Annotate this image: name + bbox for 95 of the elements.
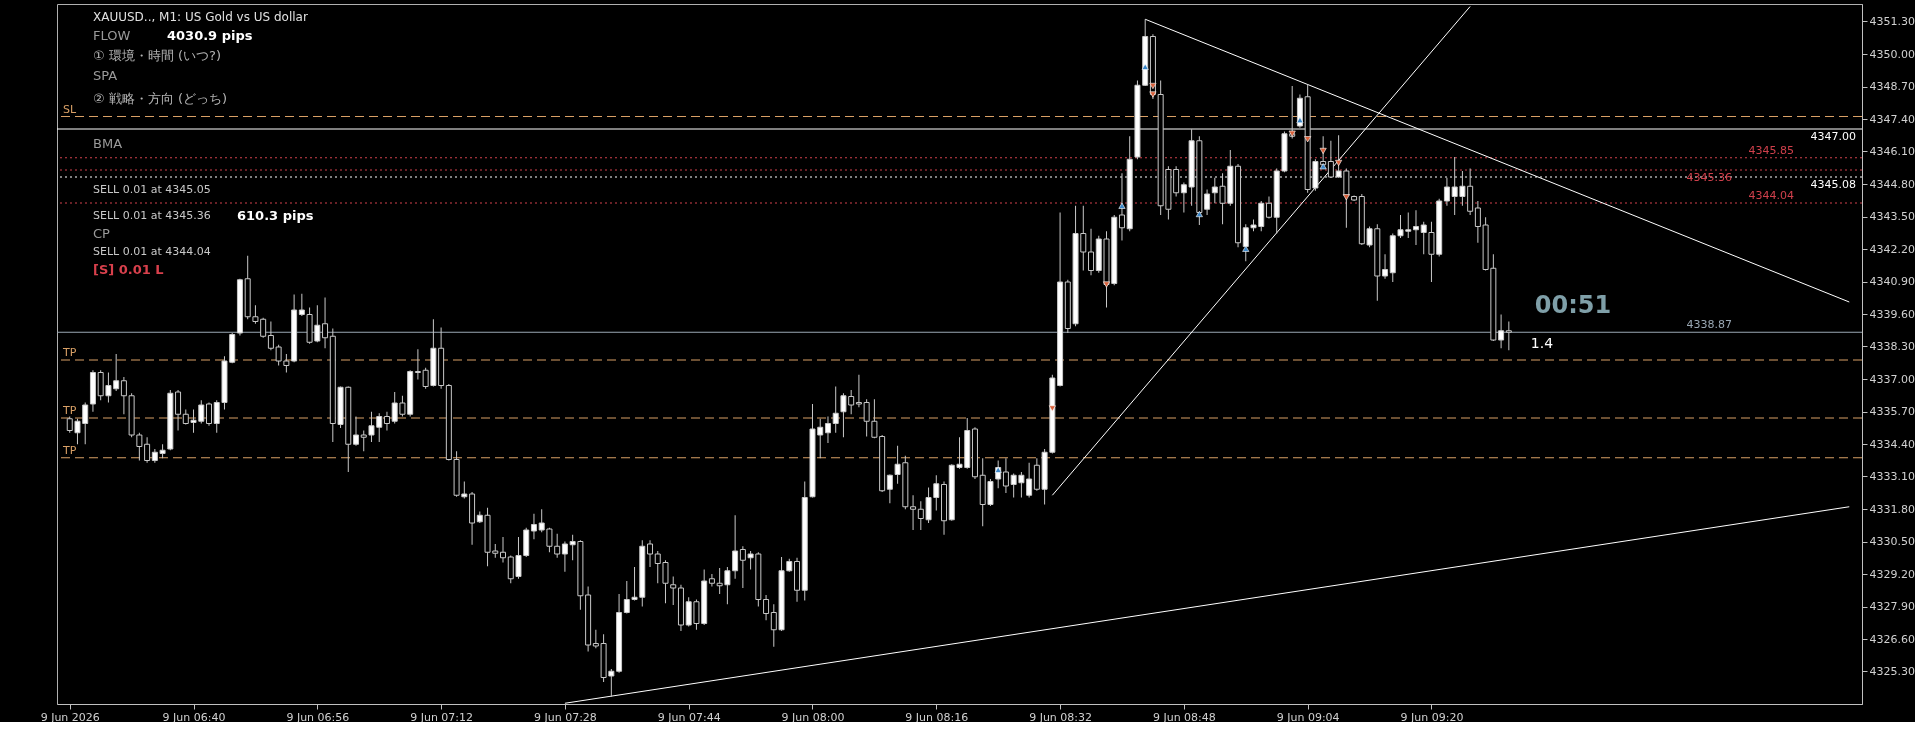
y-tick-label: 4333.10 [1869,470,1915,483]
y-tick-label: 4339.60 [1869,307,1915,321]
ref-line-label: 4345.85 [1748,143,1794,157]
ref-line-label: 4347.00 [1810,130,1856,143]
point [1048,405,1056,412]
x-tick-label: 9 Jun 07:28 [533,710,597,724]
x-tick-label: 9 Jun 08:16 [905,710,969,724]
annotation: 1.4 [1530,335,1554,352]
annotation: CP [93,226,111,241]
ref-line-label: TP [62,404,77,417]
annotation: [S] 0.01 L [93,262,164,277]
ref-line-label: 4345.36 [1686,171,1732,184]
candlestick [322,297,329,349]
y-tick-label: 4344.80 [1869,177,1915,191]
candlestick [910,494,917,531]
x-tick-label: 9 Jun 09:04 [1276,710,1340,724]
y-tick-label: 4343.50 [1869,210,1915,223]
candlestick [175,389,182,431]
annotation: ① 環境・時間 (いつ?) [93,48,221,63]
candlestick [886,474,893,504]
annotation: SPA [93,68,118,83]
x-tick-label: 9 Jun 06:40 [162,710,226,724]
x-tick-label: 9 Jun 08:48 [1152,710,1216,724]
candlestick [647,539,654,568]
y-tick-label: 4350.00 [1869,47,1915,61]
annotation: BMA [93,136,123,151]
ref-line-label: 4338.87 [1686,318,1732,332]
point [1103,281,1110,288]
y-tick-label: 4335.70 [1869,405,1915,418]
candlestick [1002,457,1009,494]
point [1149,82,1157,90]
annotation: FLOW [93,28,131,43]
y-tick-label: 4329.20 [1869,567,1915,581]
y-tick-label: 4351.30 [1869,15,1915,28]
annotation: SELL 0.01 at 4345.36 [93,209,211,222]
point [1242,245,1250,252]
candlestick [1505,321,1512,351]
candlestick [708,573,715,587]
candlestick [1382,253,1389,280]
text: XAUUSD.., M1: US Gold vs US dollar [93,10,308,24]
candlestick [824,416,831,444]
point [1335,159,1343,167]
candlestick [1265,196,1272,219]
y-tick-label: 4347.40 [1869,112,1915,126]
x-tick-label: 9 Jun 08:32 [1029,710,1093,724]
ref-line-label: TP [62,443,77,457]
y-tick-label: 4342.20 [1869,242,1915,256]
annotation: SELL 0.01 at 4345.05 [93,183,211,196]
annotation: 00:51 [1534,291,1612,320]
annotation: ② 戦略・方向 (どっち) [93,91,228,106]
x-tick-label: 9 Jun 07:44 [657,710,721,724]
candlestick [383,411,390,431]
y-tick-label: 4348.70 [1869,80,1915,93]
annotation: 610.3 pips [237,208,314,223]
ref-line-label: TP [62,346,77,359]
annotation: 4030.9 pips [167,28,253,43]
y-tick-label: 4327.90 [1869,600,1915,613]
x-tick-label: 9 Jun 07:12 [410,710,474,724]
y-tick-label: 4334.40 [1869,437,1915,451]
candlestick [530,513,537,540]
point [1319,163,1327,170]
y-tick-label: 4346.10 [1869,145,1915,158]
candlestick [353,416,360,447]
point [1319,147,1327,155]
y-tick-label: 4325.30 [1869,665,1915,678]
ref-line-label: SL [63,102,77,116]
annotation: SELL 0.01 at 4344.04 [93,245,211,258]
point [1141,63,1149,70]
point [1195,210,1203,218]
point [994,466,1002,473]
candlestick [855,374,862,408]
x-tick-label: 9 Jun 08:00 [781,710,845,724]
point [1149,91,1157,98]
point [1118,202,1126,209]
candlestick [670,576,677,606]
x-tick-label: 9 Jun 2026 [40,710,100,724]
candlestick [500,536,507,563]
y-tick-label: 4338.30 [1869,340,1915,353]
y-tick-label: 4337.00 [1869,372,1915,386]
point [1296,116,1304,124]
y-tick-label: 4331.80 [1869,502,1915,516]
candlestick [763,594,770,621]
point [1342,194,1350,201]
ref-line-label: 4344.04 [1748,189,1794,202]
y-tick-label: 4326.60 [1869,632,1915,646]
point [1304,136,1312,143]
candlestick [1412,209,1419,246]
y-tick-label: 4330.50 [1869,535,1915,548]
candlestick [1204,189,1211,216]
candlestick [1088,228,1095,276]
ref-line-label: 4345.08 [1810,178,1856,191]
x-tick-label: 9 Jun 06:56 [286,710,350,724]
candlestick [832,386,839,434]
y-tick-label: 4340.90 [1869,275,1915,288]
x-tick-label: 9 Jun 09:20 [1400,710,1464,724]
